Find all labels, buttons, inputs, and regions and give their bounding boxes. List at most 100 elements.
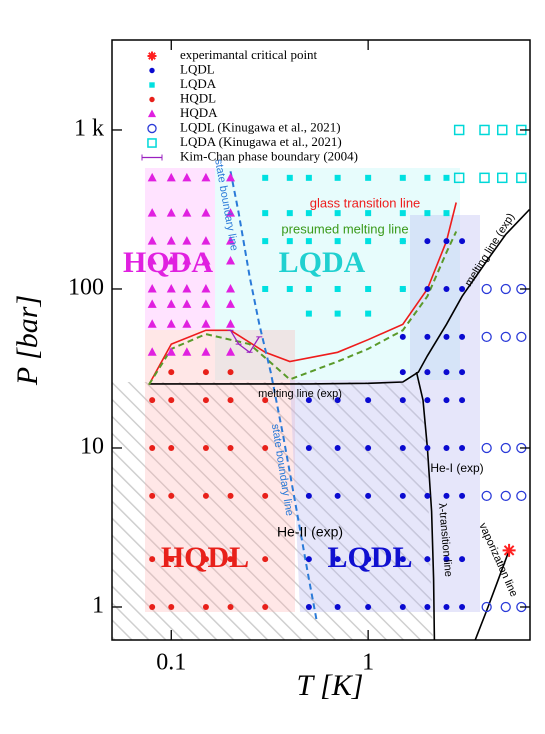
point bbox=[424, 444, 431, 451]
point bbox=[502, 543, 516, 557]
point bbox=[147, 319, 157, 328]
point bbox=[497, 172, 508, 184]
point bbox=[147, 236, 157, 245]
point bbox=[227, 444, 234, 451]
point bbox=[424, 285, 431, 292]
point bbox=[286, 285, 293, 292]
point bbox=[365, 238, 372, 245]
point bbox=[424, 397, 431, 404]
point bbox=[399, 492, 406, 499]
point bbox=[168, 369, 175, 376]
point bbox=[166, 255, 176, 265]
point bbox=[201, 255, 211, 265]
point bbox=[424, 174, 431, 181]
point bbox=[365, 492, 372, 499]
point bbox=[365, 397, 372, 404]
regions bbox=[112, 168, 480, 640]
point bbox=[262, 210, 269, 217]
point bbox=[459, 444, 466, 451]
point bbox=[305, 210, 312, 217]
x-axis-label: T [K] bbox=[296, 669, 363, 702]
point bbox=[182, 347, 192, 356]
curve bbox=[229, 171, 318, 623]
point bbox=[334, 310, 341, 317]
point bbox=[168, 397, 175, 404]
point bbox=[481, 442, 492, 454]
point bbox=[227, 369, 234, 376]
point bbox=[516, 172, 527, 184]
point bbox=[202, 492, 209, 499]
point bbox=[201, 172, 211, 182]
point bbox=[168, 556, 175, 563]
point bbox=[202, 397, 209, 404]
point bbox=[166, 283, 176, 293]
point bbox=[481, 331, 492, 342]
point bbox=[226, 319, 236, 328]
point bbox=[424, 238, 431, 245]
point bbox=[399, 444, 406, 451]
legend-swatch bbox=[147, 138, 157, 148]
point bbox=[443, 238, 450, 245]
point bbox=[365, 556, 372, 563]
point bbox=[334, 174, 341, 181]
point bbox=[443, 603, 450, 610]
point bbox=[305, 238, 312, 245]
point bbox=[424, 210, 431, 217]
point bbox=[443, 369, 450, 376]
point bbox=[305, 397, 312, 404]
point bbox=[166, 347, 176, 356]
point bbox=[182, 299, 192, 308]
point bbox=[168, 444, 175, 451]
point bbox=[443, 285, 450, 292]
point bbox=[201, 319, 211, 328]
point bbox=[443, 210, 450, 217]
point bbox=[365, 285, 372, 292]
point bbox=[443, 174, 450, 181]
point bbox=[202, 603, 209, 610]
point bbox=[459, 285, 466, 292]
curve bbox=[148, 202, 457, 386]
legend-label: HQDA bbox=[180, 105, 218, 120]
point bbox=[262, 492, 269, 499]
annotation: presumed melting line bbox=[281, 221, 408, 236]
point bbox=[500, 601, 511, 613]
point bbox=[168, 603, 175, 610]
point bbox=[305, 310, 312, 317]
point bbox=[149, 492, 156, 499]
point bbox=[262, 285, 269, 292]
point bbox=[262, 603, 269, 610]
point bbox=[166, 236, 176, 245]
point bbox=[424, 492, 431, 499]
point bbox=[227, 492, 234, 499]
point bbox=[286, 210, 293, 217]
point bbox=[365, 444, 372, 451]
point bbox=[202, 369, 209, 376]
point bbox=[262, 238, 269, 245]
point bbox=[201, 208, 211, 217]
region-label: HQDL bbox=[161, 541, 249, 574]
point bbox=[481, 601, 492, 613]
point bbox=[149, 397, 156, 404]
lqda-region bbox=[215, 168, 460, 380]
point bbox=[479, 172, 490, 184]
point bbox=[424, 556, 431, 563]
legend-swatch bbox=[149, 96, 155, 103]
point bbox=[443, 556, 450, 563]
point bbox=[166, 172, 176, 182]
annotation: melting line (exp) bbox=[258, 388, 342, 400]
point bbox=[334, 492, 341, 499]
point bbox=[166, 319, 176, 328]
legend-label: LQDA bbox=[180, 76, 217, 91]
point bbox=[479, 124, 490, 136]
point bbox=[166, 208, 176, 217]
point bbox=[147, 172, 157, 182]
y-axis-label: P [bar] bbox=[11, 295, 44, 386]
point bbox=[399, 556, 406, 563]
point bbox=[399, 210, 406, 217]
y-tick-label: 1 k bbox=[74, 115, 104, 141]
point bbox=[459, 333, 466, 340]
point bbox=[226, 208, 236, 217]
point bbox=[147, 255, 157, 265]
point bbox=[262, 444, 269, 451]
